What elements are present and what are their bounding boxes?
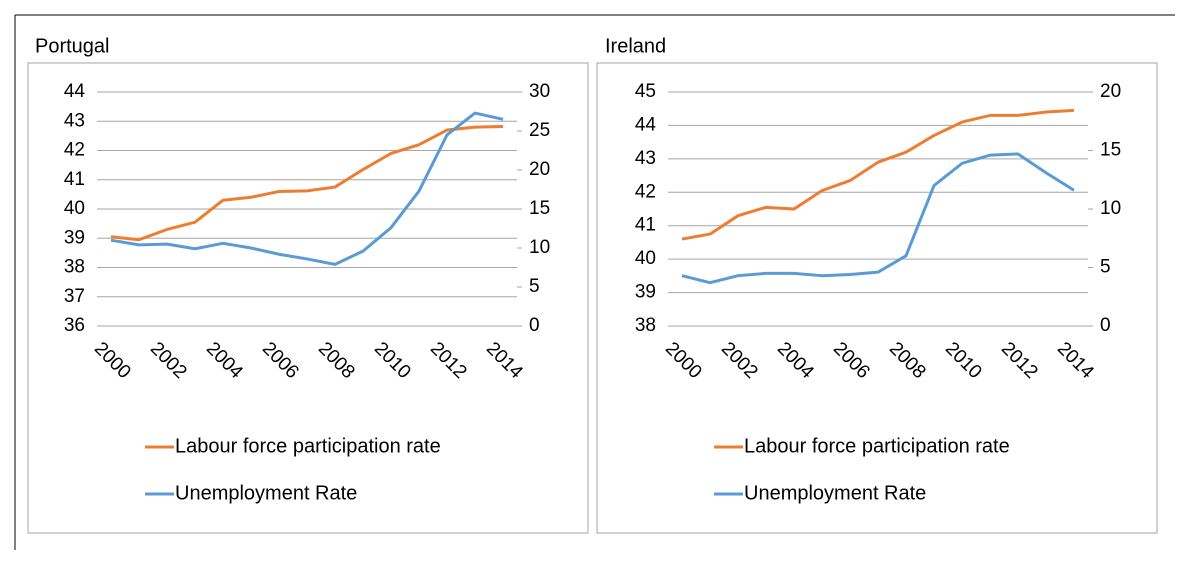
legend-label: Unemployment Rate	[175, 482, 357, 504]
y2-tick-label: 15	[529, 198, 550, 219]
y-tick-label: 45	[635, 81, 656, 102]
y2-tick-label: 10	[1100, 198, 1121, 219]
x-tick-label: 2000	[661, 338, 706, 383]
chart-title: Portugal	[35, 35, 110, 57]
y-tick-label: 44	[64, 81, 86, 102]
legend-label: Unemployment Rate	[744, 482, 926, 504]
x-tick-label: 2002	[146, 338, 191, 383]
y-tick-label: 40	[64, 198, 85, 219]
y2-tick-label: 30	[529, 81, 550, 102]
x-tick-label: 2012	[997, 338, 1042, 383]
series-line	[681, 108, 1075, 241]
legend-label: Labour force participation rate	[744, 435, 1010, 457]
y-tick-label: 39	[635, 282, 656, 303]
series-line	[110, 125, 504, 242]
y-tick-label: 41	[635, 215, 656, 236]
y2-tick-label: 20	[529, 159, 550, 180]
y-tick-label: 38	[635, 315, 656, 336]
y2-tick-label: 15	[1100, 140, 1121, 161]
x-tick-label: 2014	[1053, 338, 1098, 383]
series-line	[681, 152, 1075, 285]
x-tick-label: 2006	[258, 338, 303, 383]
x-tick-label: 2010	[370, 338, 415, 383]
chart-title: Ireland	[605, 35, 666, 57]
chart-box	[27, 62, 589, 534]
x-tick-label: 2008	[314, 338, 359, 383]
y-tick-label: 38	[64, 257, 85, 278]
y-tick-label: 42	[635, 181, 656, 202]
x-tick-label: 2010	[941, 338, 986, 383]
x-tick-label: 2014	[482, 338, 527, 383]
legend-label: Labour force participation rate	[175, 435, 441, 457]
x-tick-label: 2008	[885, 338, 930, 383]
y-tick-label: 37	[64, 286, 85, 307]
x-tick-label: 2004	[202, 338, 247, 383]
x-tick-label: 2002	[717, 338, 762, 383]
y2-tick-label: 5	[529, 276, 540, 297]
y-tick-label: 43	[635, 148, 656, 169]
y2-tick-label: 25	[529, 120, 550, 141]
x-tick-label: 2000	[90, 338, 135, 383]
x-tick-label: 2006	[829, 338, 874, 383]
y2-tick-label: 0	[529, 315, 540, 336]
x-tick-label: 2004	[773, 338, 818, 383]
y-tick-label: 43	[64, 110, 85, 131]
chart-box	[596, 62, 1158, 534]
y-tick-label: 42	[64, 140, 85, 161]
y2-tick-label: 5	[1100, 257, 1111, 278]
y-tick-label: 36	[64, 315, 85, 336]
y-tick-label: 39	[64, 227, 85, 248]
y2-tick-label: 20	[1100, 81, 1121, 102]
y-tick-label: 40	[635, 248, 656, 269]
y2-tick-label: 10	[529, 237, 550, 258]
y-tick-label: 41	[64, 169, 85, 190]
y-tick-label: 44	[635, 114, 657, 135]
series-line	[110, 111, 504, 266]
y2-tick-label: 0	[1100, 315, 1111, 336]
x-tick-label: 2012	[426, 338, 471, 383]
